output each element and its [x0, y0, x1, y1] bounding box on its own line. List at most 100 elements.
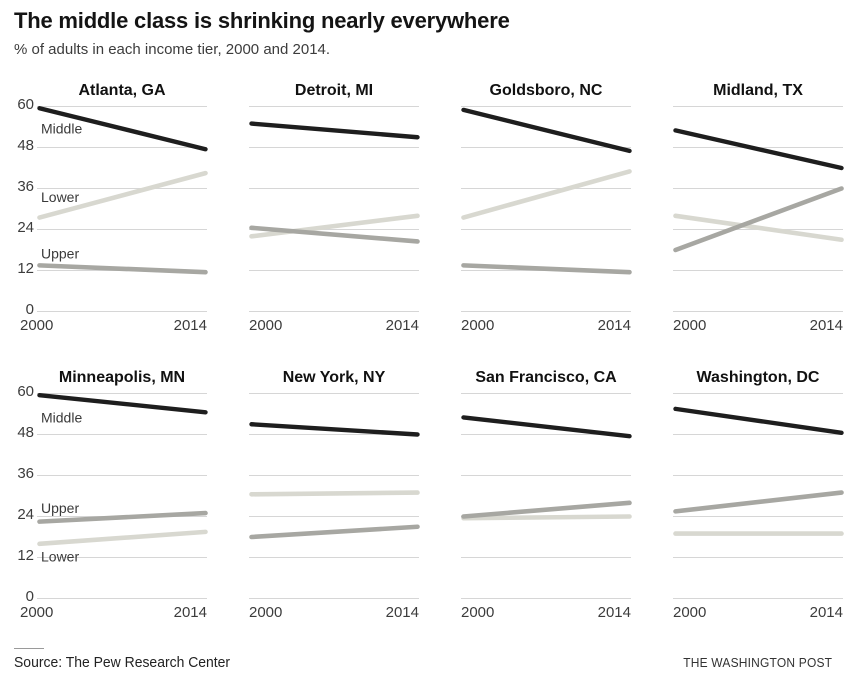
chart-title: Midland, TX: [713, 82, 803, 99]
series-line-middle: [461, 415, 632, 439]
series-line-upper: [37, 510, 208, 524]
x-tick-end: 2014: [385, 604, 419, 621]
series-line-middle: [37, 393, 208, 415]
chart-title: Atlanta, GA: [78, 82, 166, 99]
x-tick-end: 2014: [597, 317, 631, 334]
chart-panel-new-york: New York, NY 2000 2014: [249, 367, 420, 622]
chart-plot: [249, 391, 420, 601]
source-text: Source: The Pew Research Center: [14, 654, 231, 671]
x-axis-labels: 2000 2014: [249, 317, 419, 335]
y-tick-label: 60: [17, 382, 34, 400]
x-tick-start: 2000: [249, 604, 283, 621]
series-label-middle: Middle: [41, 121, 82, 137]
series-line-upper: [249, 524, 420, 540]
series-line-upper: [673, 186, 844, 253]
x-axis-labels: 2000 2014: [20, 604, 207, 622]
x-tick-end: 2014: [809, 604, 843, 621]
chart-plot: [673, 391, 844, 601]
credit-text: THE WASHINGTON POST: [683, 656, 832, 670]
chart-row-1: 60 48 36 24 12 0 Atlanta, GA Middle Lower Upper…: [14, 80, 846, 335]
x-tick-start: 2000: [20, 604, 54, 621]
page-title: The middle class is shrinking nearly eve…: [14, 8, 510, 33]
y-axis-labels: 60 48 36 24 12 0: [14, 80, 37, 320]
series-line-middle: [673, 406, 844, 435]
series-line-middle: [461, 107, 632, 154]
series-line-middle: [249, 121, 420, 140]
series-line-upper: [37, 263, 208, 275]
page-subtitle: % of adults in each income tier, 2000 an…: [14, 41, 331, 58]
chart-panel-goldsboro: Goldsboro, NC 2000 2014: [461, 80, 632, 335]
chart-header: The middle class is shrinking nearly eve…: [0, 0, 846, 59]
series-label-upper: Upper: [41, 500, 79, 516]
x-tick-start: 2000: [461, 604, 495, 621]
series-line-middle: [249, 422, 420, 437]
series-line-lower: [461, 169, 632, 220]
line-chart: [461, 106, 632, 312]
chart-title: San Francisco, CA: [475, 369, 617, 386]
y-tick-label: 0: [25, 587, 34, 605]
x-axis-labels: 2000 2014: [249, 604, 419, 622]
series-line-middle: [37, 106, 208, 152]
y-tick-label: 48: [17, 136, 34, 154]
x-tick-end: 2014: [597, 604, 631, 621]
series-label-lower: Lower: [41, 548, 79, 564]
chart-panel-san-francisco: San Francisco, CA 2000 2014: [461, 367, 632, 622]
series-label-middle: Middle: [41, 409, 82, 425]
series-label-lower: Lower: [41, 189, 79, 205]
series-line-upper: [249, 225, 420, 244]
x-axis-labels: 2000 2014: [673, 604, 843, 622]
x-tick-start: 2000: [461, 317, 495, 334]
chart-plot: [673, 104, 844, 314]
x-tick-start: 2000: [673, 604, 707, 621]
series-line-upper: [461, 500, 632, 519]
line-chart: Middle Upper Lower: [37, 393, 208, 599]
chart-title: New York, NY: [282, 369, 386, 386]
x-axis-labels: 2000 2014: [461, 317, 631, 335]
line-chart: [461, 393, 632, 599]
chart-plot: Middle Lower Upper: [37, 104, 208, 314]
x-axis-labels: 2000 2014: [20, 317, 207, 335]
chart-footer: Source: The Pew Research Center THE WASH…: [14, 648, 832, 671]
x-tick-end: 2014: [809, 317, 843, 334]
chart-plot: [249, 104, 420, 314]
series-line-upper: [673, 490, 844, 514]
footer-divider: [14, 648, 44, 649]
series-line-middle: [673, 128, 844, 171]
x-tick-start: 2000: [249, 317, 283, 334]
x-tick-end: 2014: [385, 317, 419, 334]
x-tick-start: 2000: [20, 317, 54, 334]
y-tick-label: 24: [17, 505, 34, 523]
y-tick-label: 0: [25, 300, 34, 318]
chart-row-2: 60 48 36 24 12 0 Minneapolis, MN Middle Upper L…: [14, 367, 846, 622]
y-tick-label: 48: [17, 423, 34, 441]
y-tick-label: 36: [17, 464, 34, 482]
x-tick-end: 2014: [173, 317, 207, 334]
line-chart: Middle Lower Upper: [37, 106, 208, 312]
series-line-upper: [461, 263, 632, 275]
chart-title: Goldsboro, NC: [489, 82, 603, 99]
chart-title: Washington, DC: [696, 369, 820, 386]
small-multiples-grid: 60 48 36 24 12 0 Atlanta, GA Middle Lower Upper…: [0, 80, 846, 622]
chart-title: Minneapolis, MN: [58, 369, 186, 386]
series-line-lower: [37, 529, 208, 547]
series-line-lower: [673, 213, 844, 243]
series-line-lower: [249, 213, 420, 239]
chart-panel-atlanta: Atlanta, GA Middle Lower Upper 2000 2014: [20, 80, 208, 335]
chart-plot: [461, 104, 632, 314]
series-line-lower: [249, 490, 420, 497]
chart-plot: [461, 391, 632, 601]
y-tick-label: 12: [17, 259, 34, 277]
x-axis-labels: 2000 2014: [461, 604, 631, 622]
line-chart: [249, 106, 420, 312]
x-tick-start: 2000: [673, 317, 707, 334]
y-axis-labels: 60 48 36 24 12 0: [14, 367, 37, 607]
y-tick-label: 36: [17, 177, 34, 195]
line-chart: [673, 106, 844, 312]
chart-title: Detroit, MI: [294, 82, 374, 99]
x-tick-end: 2014: [173, 604, 207, 621]
chart-plot: Middle Upper Lower: [37, 391, 208, 601]
y-tick-label: 24: [17, 218, 34, 236]
series-line-lower: [37, 170, 208, 220]
y-tick-label: 60: [17, 95, 34, 113]
